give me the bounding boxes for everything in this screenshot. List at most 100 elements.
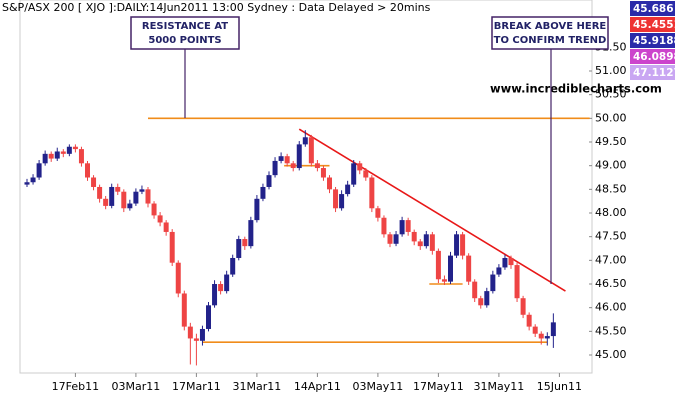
- candle-body: [405, 220, 411, 232]
- candle-body: [242, 239, 248, 247]
- quote-box: [630, 17, 675, 32]
- annotation-text: 5000 POINTS: [148, 35, 221, 46]
- quote-value: 45.686: [633, 3, 674, 15]
- candle-body: [66, 146, 72, 154]
- x-tick-label: 17Mar11: [172, 380, 221, 393]
- candle-body: [169, 231, 175, 263]
- candle-body: [103, 198, 109, 206]
- x-tick-label: 17May11: [413, 380, 464, 393]
- y-tick-label: 46.00: [595, 301, 627, 314]
- candle-body: [435, 250, 441, 280]
- candle-body: [441, 279, 447, 282]
- candle-body: [514, 265, 520, 299]
- candle-body: [193, 338, 199, 341]
- candle-body: [417, 241, 423, 247]
- candle-body: [399, 220, 405, 235]
- quote-value: 45.9188: [633, 35, 675, 47]
- candle-body: [333, 189, 339, 209]
- candle-body: [91, 177, 97, 187]
- candle-body: [314, 163, 320, 169]
- quote-box: [630, 65, 675, 80]
- candle-body: [218, 284, 224, 292]
- candle-body: [181, 293, 187, 327]
- candle-body: [157, 215, 163, 223]
- candle-body: [42, 153, 48, 164]
- candle-body: [363, 170, 369, 178]
- candle-body: [484, 291, 490, 306]
- candle-body: [302, 137, 308, 145]
- candle-body: [206, 305, 211, 329]
- y-tick-label: 46.50: [595, 277, 627, 290]
- x-tick-label: 03Mar11: [112, 380, 161, 393]
- plot-frame: [19, 0, 593, 374]
- candle-body: [327, 177, 332, 190]
- candle-body: [308, 137, 314, 164]
- candle-body: [230, 257, 236, 275]
- candle-body: [85, 163, 90, 178]
- candle-body: [72, 146, 78, 150]
- candle-body: [212, 284, 218, 306]
- trend-line: [298, 128, 566, 292]
- candle-body: [97, 186, 103, 199]
- candle-body: [472, 281, 478, 299]
- candle-body: [187, 326, 193, 339]
- y-tick-label: 49.50: [595, 135, 627, 148]
- quote-value: 45.4551: [633, 19, 675, 31]
- y-tick-label: 49.00: [595, 159, 627, 172]
- candle-body: [278, 156, 284, 161]
- candle-body: [272, 160, 278, 176]
- y-tick-label: 47.00: [595, 253, 627, 266]
- candle-body: [175, 262, 181, 294]
- candle-body: [151, 203, 157, 216]
- candle-body: [139, 189, 145, 192]
- quote-value: 47.1127: [633, 67, 675, 79]
- candle-body: [466, 255, 472, 282]
- candle-body: [544, 336, 550, 339]
- candle-body: [266, 175, 272, 187]
- candle-body: [538, 333, 544, 339]
- candle-body: [478, 298, 484, 306]
- candle-body: [448, 255, 453, 282]
- candle-body: [460, 234, 466, 256]
- candle-body: [133, 191, 139, 204]
- candle-body: [48, 153, 54, 159]
- candle-body: [454, 234, 460, 256]
- candle-body: [199, 328, 205, 341]
- candle-body: [109, 186, 115, 206]
- x-tick-label: 14Apr11: [294, 380, 341, 393]
- candle-body: [520, 298, 526, 315]
- candle-body: [375, 208, 381, 218]
- candle-body: [24, 182, 30, 185]
- candle-body: [320, 168, 326, 178]
- candle-body: [345, 184, 351, 195]
- candle-body: [351, 163, 357, 185]
- x-tick-label: 31Mar11: [233, 380, 282, 393]
- y-tick-label: 50.00: [595, 111, 627, 124]
- candle-body: [423, 234, 429, 247]
- candle-body: [163, 222, 169, 232]
- annotation-text: RESISTANCE AT: [142, 21, 228, 32]
- candle-body: [60, 151, 66, 154]
- candle-body: [490, 274, 496, 292]
- chart-title: S&P/ASX 200 [ XJO ]:DAILY:14Jun2011 13:0…: [2, 1, 431, 14]
- candle-body: [284, 156, 290, 164]
- candle-body: [411, 231, 417, 242]
- candle-body: [145, 189, 151, 204]
- candle-body: [30, 177, 36, 183]
- y-tick-label: 50.50: [595, 88, 627, 101]
- candle-body: [260, 186, 266, 199]
- candle-body: [248, 220, 254, 247]
- candle-body: [78, 149, 84, 164]
- y-tick-label: 51.00: [595, 64, 627, 77]
- candle-body: [115, 186, 121, 192]
- annotation-box: [130, 16, 240, 50]
- annotation-text: TO CONFIRM TREND: [494, 35, 607, 46]
- candle-body: [526, 314, 532, 327]
- y-tick-label: 48.50: [595, 182, 627, 195]
- watermark: www.incrediblecharts.com: [490, 82, 662, 96]
- annotation-text: BREAK ABOVE HERE: [494, 21, 607, 32]
- quote-box: [630, 1, 675, 16]
- y-tick-label: 45.00: [595, 348, 627, 361]
